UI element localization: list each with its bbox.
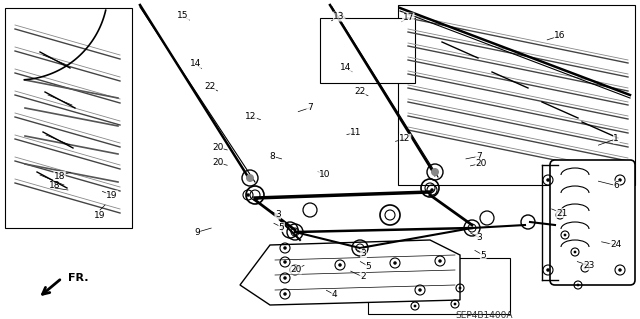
Text: 9: 9 bbox=[195, 228, 200, 237]
Text: 3: 3 bbox=[361, 249, 366, 258]
Circle shape bbox=[547, 178, 550, 182]
Text: 10: 10 bbox=[319, 170, 330, 179]
Text: 24: 24 bbox=[610, 241, 621, 249]
Text: 5: 5 bbox=[481, 251, 486, 260]
Text: 17: 17 bbox=[403, 13, 414, 22]
Circle shape bbox=[584, 267, 586, 270]
Text: 14: 14 bbox=[189, 59, 201, 68]
Text: 2: 2 bbox=[360, 272, 365, 281]
Circle shape bbox=[246, 193, 250, 197]
Text: 4: 4 bbox=[332, 290, 337, 299]
Circle shape bbox=[431, 168, 439, 176]
Text: 8: 8 bbox=[270, 152, 275, 161]
Text: 11: 11 bbox=[350, 128, 362, 137]
Circle shape bbox=[293, 268, 297, 272]
Text: 7: 7 bbox=[307, 103, 312, 112]
Circle shape bbox=[618, 178, 621, 182]
Circle shape bbox=[284, 276, 287, 280]
Text: FR.: FR. bbox=[68, 273, 88, 283]
Bar bbox=[320, 18, 415, 83]
Text: 20: 20 bbox=[476, 159, 487, 168]
Circle shape bbox=[413, 305, 417, 308]
Text: 14: 14 bbox=[340, 63, 351, 72]
FancyBboxPatch shape bbox=[550, 160, 635, 285]
Text: 22: 22 bbox=[204, 82, 216, 91]
Circle shape bbox=[339, 263, 342, 267]
Bar bbox=[398, 5, 635, 185]
Circle shape bbox=[564, 234, 566, 236]
Text: 13: 13 bbox=[333, 12, 345, 21]
Text: 18: 18 bbox=[54, 172, 65, 181]
Circle shape bbox=[618, 268, 621, 272]
Text: 7: 7 bbox=[476, 152, 481, 161]
Text: 12: 12 bbox=[399, 134, 411, 143]
Circle shape bbox=[454, 303, 456, 305]
Bar bbox=[368, 258, 510, 314]
Text: 3: 3 bbox=[275, 210, 280, 219]
Text: 19: 19 bbox=[106, 191, 118, 200]
Circle shape bbox=[284, 260, 287, 264]
Circle shape bbox=[246, 174, 254, 182]
Circle shape bbox=[430, 188, 434, 192]
Text: SEP4B1400A: SEP4B1400A bbox=[455, 310, 513, 319]
Circle shape bbox=[573, 251, 577, 253]
Text: 5: 5 bbox=[366, 262, 371, 271]
Text: 23: 23 bbox=[583, 261, 595, 270]
Circle shape bbox=[393, 261, 397, 265]
Circle shape bbox=[459, 286, 461, 289]
Text: 19: 19 bbox=[94, 211, 106, 219]
Circle shape bbox=[577, 284, 579, 286]
Circle shape bbox=[284, 292, 287, 296]
Circle shape bbox=[419, 288, 422, 292]
Circle shape bbox=[438, 259, 442, 263]
Text: 12: 12 bbox=[245, 112, 257, 121]
Text: 1: 1 bbox=[614, 134, 619, 143]
Text: 15: 15 bbox=[177, 11, 189, 20]
Bar bbox=[5, 8, 132, 228]
Text: 6: 6 bbox=[614, 181, 619, 190]
Text: 21: 21 bbox=[556, 209, 568, 218]
Text: 22: 22 bbox=[354, 87, 365, 96]
Text: 20: 20 bbox=[212, 143, 223, 152]
Text: 18: 18 bbox=[49, 181, 61, 189]
Text: 3: 3 bbox=[476, 233, 481, 242]
Circle shape bbox=[559, 214, 561, 216]
Text: 20: 20 bbox=[212, 158, 223, 167]
Circle shape bbox=[284, 246, 287, 250]
Text: 16: 16 bbox=[554, 31, 566, 40]
Circle shape bbox=[547, 268, 550, 272]
Polygon shape bbox=[240, 240, 460, 305]
Text: 5: 5 bbox=[279, 223, 284, 232]
Text: 20: 20 bbox=[290, 265, 301, 274]
